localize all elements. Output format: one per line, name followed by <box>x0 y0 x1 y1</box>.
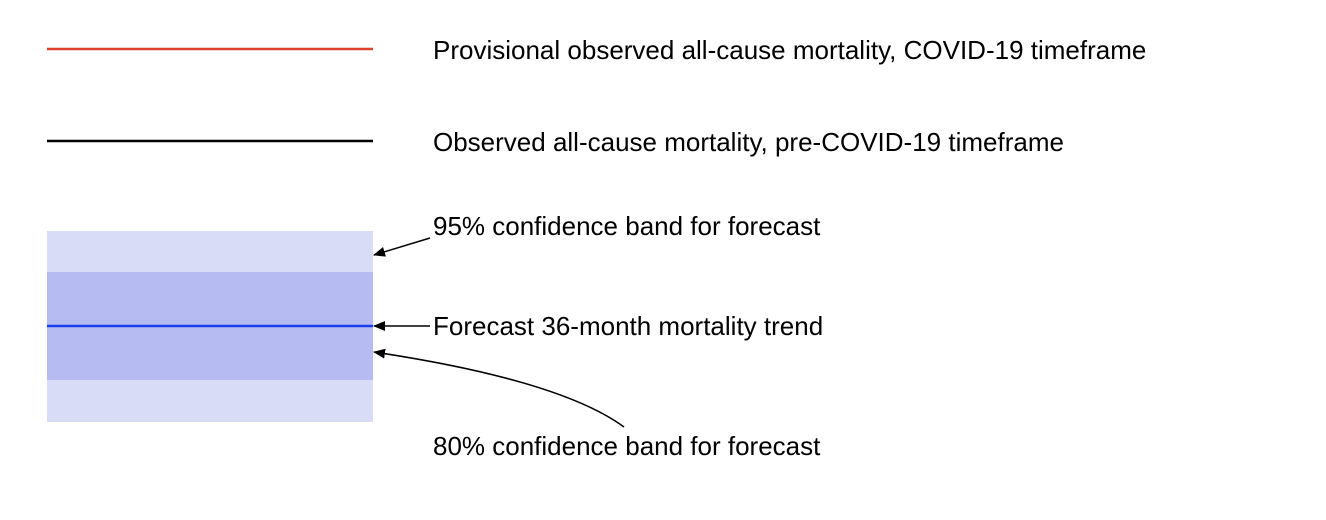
forecast-trend-label: Forecast 36-month mortality trend <box>433 311 824 341</box>
band-80-label: 80% confidence band for forecast <box>433 431 821 461</box>
observed-covid-label: Provisional observed all-cause mortality… <box>433 35 1147 65</box>
observed-pre-covid-label: Observed all-cause mortality, pre-COVID-… <box>433 127 1064 157</box>
band-95-label: 95% confidence band for forecast <box>433 211 821 241</box>
band-80-pointer-arrow <box>373 348 625 428</box>
band-95-pointer-arrow <box>373 237 431 257</box>
